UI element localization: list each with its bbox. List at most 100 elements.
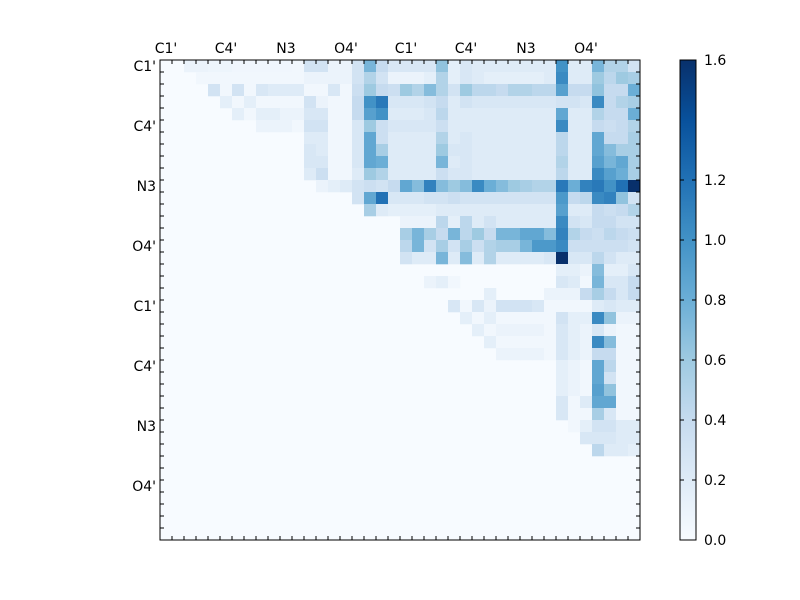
heatmap-cell bbox=[508, 252, 521, 265]
heatmap-cell bbox=[580, 312, 593, 325]
heatmap-cell bbox=[376, 84, 389, 97]
heatmap-cell bbox=[616, 300, 629, 313]
heatmap-cell bbox=[604, 348, 617, 361]
heatmap-cell bbox=[556, 156, 569, 169]
heatmap-cell bbox=[592, 132, 605, 145]
heatmap-cell bbox=[580, 192, 593, 205]
heatmap-cell bbox=[592, 312, 605, 325]
heatmap-cell bbox=[616, 372, 629, 385]
heatmap-cell bbox=[448, 192, 461, 205]
heatmap-cell bbox=[616, 120, 629, 133]
heatmap-cell bbox=[460, 180, 473, 193]
heatmap-cell bbox=[568, 336, 581, 349]
colorbar-tick-label: 1.0 bbox=[704, 233, 726, 249]
heatmap-cell bbox=[316, 168, 329, 181]
heatmap-cell bbox=[568, 72, 581, 85]
heatmap-cell bbox=[532, 96, 545, 109]
heatmap-cell bbox=[556, 372, 569, 385]
heatmap-cell bbox=[280, 108, 293, 121]
heatmap-cell bbox=[436, 108, 449, 121]
heatmap-cell bbox=[364, 168, 377, 181]
heatmap-cell bbox=[532, 348, 545, 361]
heatmap-cell bbox=[520, 228, 533, 241]
heatmap-cell bbox=[484, 288, 497, 301]
heatmap-cell bbox=[280, 120, 293, 133]
heatmap-cell bbox=[580, 156, 593, 169]
heatmap-cell bbox=[376, 108, 389, 121]
heatmap-cell bbox=[472, 108, 485, 121]
heatmap-cell bbox=[520, 96, 533, 109]
heatmap-cell bbox=[532, 216, 545, 229]
heatmap-cell bbox=[436, 192, 449, 205]
heatmap-cell bbox=[628, 312, 641, 325]
heatmap-cell bbox=[268, 60, 281, 73]
heatmap-cell bbox=[568, 168, 581, 181]
heatmap-cell bbox=[592, 120, 605, 133]
heatmap-cell bbox=[460, 144, 473, 157]
heatmap-cell bbox=[604, 432, 617, 445]
heatmap-cell bbox=[520, 168, 533, 181]
heatmap-cell bbox=[592, 396, 605, 409]
heatmap-cell bbox=[352, 156, 365, 169]
heatmap-cell bbox=[520, 336, 533, 349]
heatmap-cell bbox=[580, 60, 593, 73]
heatmap-cell bbox=[484, 216, 497, 229]
heatmap-cell bbox=[616, 108, 629, 121]
heatmap-cell bbox=[496, 228, 509, 241]
heatmap-cell bbox=[544, 228, 557, 241]
heatmap-cell bbox=[544, 204, 557, 217]
heatmap-cell bbox=[436, 204, 449, 217]
heatmap-cell bbox=[508, 132, 521, 145]
heatmap-cell bbox=[592, 168, 605, 181]
heatmap-cell bbox=[520, 216, 533, 229]
heatmap-cell bbox=[532, 312, 545, 325]
heatmap-cell bbox=[592, 264, 605, 277]
heatmap-cell bbox=[244, 108, 257, 121]
heatmap-cell bbox=[604, 336, 617, 349]
heatmap-cell bbox=[604, 384, 617, 397]
heatmap-cell bbox=[436, 120, 449, 133]
heatmap-cell bbox=[448, 96, 461, 109]
heatmap-cell bbox=[556, 312, 569, 325]
heatmap-cell bbox=[616, 60, 629, 73]
heatmap-cell bbox=[424, 216, 437, 229]
heatmap-cell bbox=[412, 240, 425, 253]
heatmap-cell bbox=[424, 108, 437, 121]
heatmap-cell bbox=[592, 180, 605, 193]
heatmap-cell bbox=[604, 324, 617, 337]
heatmap-cell bbox=[580, 144, 593, 157]
heatmap-cell bbox=[388, 192, 401, 205]
heatmap-cell bbox=[256, 120, 269, 133]
heatmap-cell bbox=[424, 72, 437, 85]
heatmap-cell bbox=[568, 84, 581, 97]
heatmap-cell bbox=[592, 156, 605, 169]
heatmap-cell bbox=[244, 60, 257, 73]
heatmap-cell bbox=[556, 84, 569, 97]
heatmap-cell bbox=[580, 84, 593, 97]
heatmap-cell bbox=[412, 120, 425, 133]
heatmap-cell bbox=[472, 324, 485, 337]
heatmap-cell bbox=[544, 96, 557, 109]
heatmap-cell bbox=[292, 84, 305, 97]
heatmap-cell bbox=[340, 120, 353, 133]
heatmap-cell bbox=[628, 96, 641, 109]
heatmap-cell bbox=[508, 240, 521, 253]
heatmap-cell bbox=[484, 240, 497, 253]
heatmap-cell bbox=[592, 348, 605, 361]
heatmap-cell bbox=[448, 120, 461, 133]
heatmap-cell bbox=[460, 192, 473, 205]
heatmap-cell bbox=[376, 96, 389, 109]
heatmap-cell bbox=[616, 156, 629, 169]
heatmap-cell bbox=[400, 204, 413, 217]
heatmap-cell bbox=[508, 348, 521, 361]
heatmap-cell bbox=[556, 396, 569, 409]
heatmap-cell bbox=[424, 228, 437, 241]
heatmap-cell bbox=[544, 120, 557, 133]
heatmap-cell bbox=[592, 144, 605, 157]
heatmap-cell bbox=[400, 228, 413, 241]
heatmap-cell bbox=[388, 84, 401, 97]
heatmap-cell bbox=[568, 240, 581, 253]
heatmap-cell bbox=[316, 108, 329, 121]
heatmap-cell bbox=[532, 108, 545, 121]
heatmap-cell bbox=[520, 120, 533, 133]
